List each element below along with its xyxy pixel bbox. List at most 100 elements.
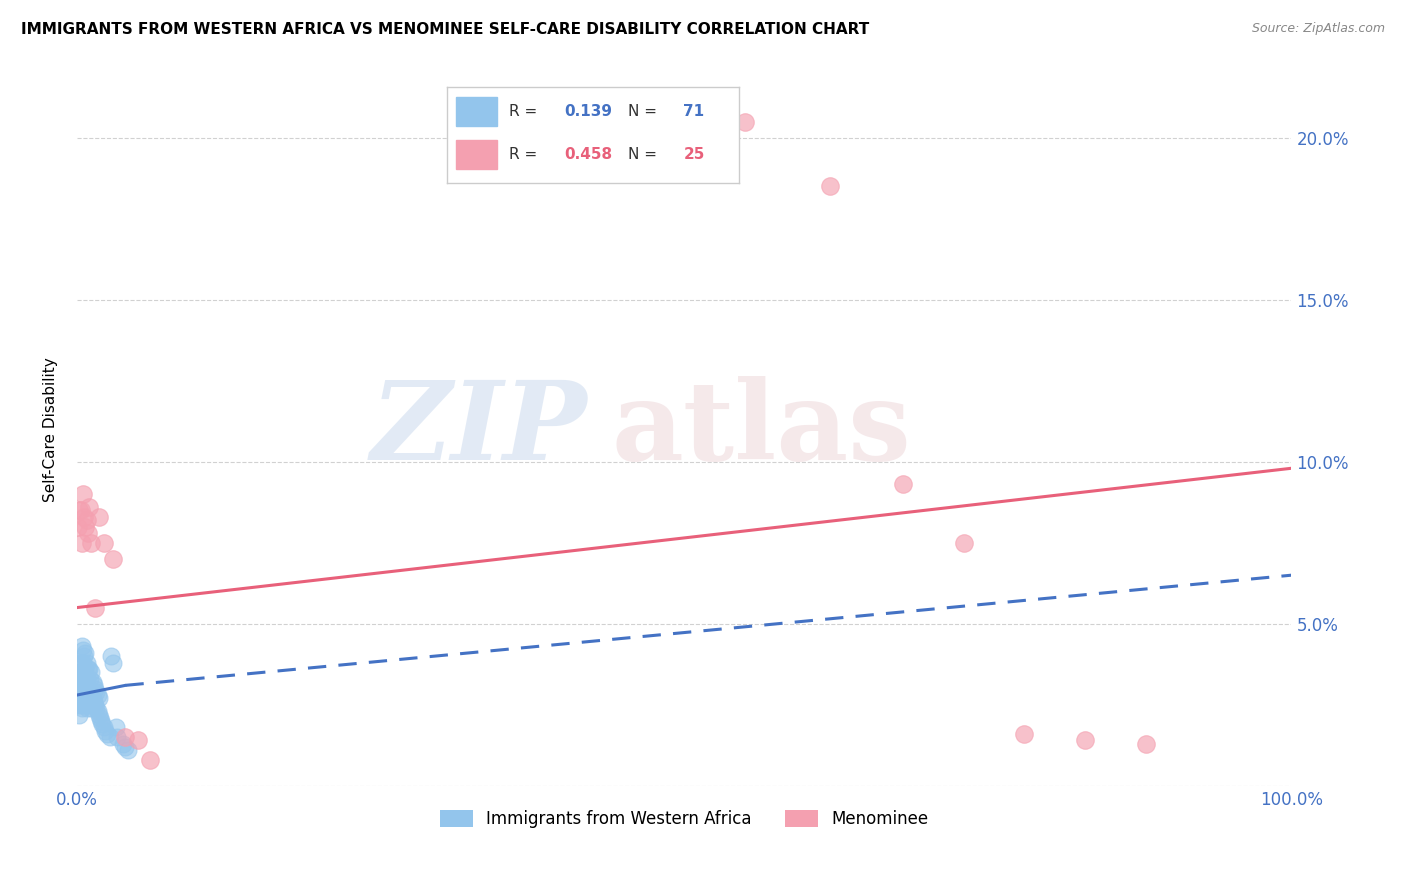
Point <box>103 552 125 566</box>
Point <box>72 656 94 670</box>
Point <box>70 656 93 670</box>
Point <box>84 685 107 699</box>
Point <box>90 714 112 728</box>
Point <box>69 698 91 712</box>
Point <box>70 640 93 654</box>
Point <box>79 672 101 686</box>
Point <box>76 672 98 686</box>
Point <box>83 678 105 692</box>
Point <box>87 707 110 722</box>
Point <box>70 672 93 686</box>
Point <box>734 114 756 128</box>
Point <box>77 698 100 712</box>
Point <box>75 694 97 708</box>
Point <box>84 600 107 615</box>
Point <box>76 526 98 541</box>
Point <box>76 701 98 715</box>
Point <box>103 656 125 670</box>
Point <box>76 688 98 702</box>
Point <box>69 503 91 517</box>
Point <box>83 694 105 708</box>
Point <box>77 500 100 515</box>
Point <box>91 717 114 731</box>
Point <box>82 675 104 690</box>
Point <box>70 536 93 550</box>
Point <box>73 509 96 524</box>
Point <box>72 487 94 501</box>
Point <box>67 503 90 517</box>
Text: IMMIGRANTS FROM WESTERN AFRICA VS MENOMINEE SELF-CARE DISABILITY CORRELATION CHA: IMMIGRANTS FROM WESTERN AFRICA VS MENOMI… <box>21 22 869 37</box>
Point <box>82 691 104 706</box>
Point <box>69 675 91 690</box>
Point <box>105 730 128 744</box>
Point <box>96 727 118 741</box>
Point <box>80 536 103 550</box>
Point <box>111 737 134 751</box>
Point <box>127 733 149 747</box>
Y-axis label: Self-Care Disability: Self-Care Disability <box>44 357 58 502</box>
Text: ZIP: ZIP <box>370 376 586 483</box>
Point <box>79 688 101 702</box>
Point <box>73 698 96 712</box>
Point <box>80 701 103 715</box>
Point <box>73 668 96 682</box>
Point <box>77 662 100 676</box>
Point <box>80 688 103 702</box>
Point <box>73 649 96 664</box>
Point <box>73 681 96 696</box>
Point <box>67 707 90 722</box>
Point <box>76 656 98 670</box>
Point <box>75 678 97 692</box>
Point <box>67 681 90 696</box>
Point <box>84 698 107 712</box>
Point <box>87 691 110 706</box>
Point <box>89 711 111 725</box>
Point <box>67 519 90 533</box>
Point <box>75 646 97 660</box>
Point <box>67 675 90 690</box>
Point <box>75 662 97 676</box>
Legend: Immigrants from Western Africa, Menominee: Immigrants from Western Africa, Menomine… <box>433 803 935 835</box>
Point <box>77 681 100 696</box>
Point <box>67 681 90 696</box>
Point <box>72 668 94 682</box>
Point <box>80 665 103 680</box>
Point <box>66 698 89 712</box>
Point <box>94 723 117 738</box>
Point <box>70 701 93 715</box>
Point <box>72 681 94 696</box>
Point <box>84 701 107 715</box>
Point <box>76 681 98 696</box>
Point <box>86 688 108 702</box>
Point <box>70 688 93 702</box>
Point <box>67 665 90 680</box>
Point <box>87 509 110 524</box>
Point <box>952 536 974 550</box>
Point <box>104 721 127 735</box>
Point <box>93 536 115 550</box>
Point <box>67 688 90 702</box>
Point <box>139 753 162 767</box>
Point <box>100 649 122 664</box>
Point <box>114 730 136 744</box>
Point <box>72 694 94 708</box>
Point <box>69 688 91 702</box>
Point <box>93 721 115 735</box>
Point <box>891 477 914 491</box>
Point <box>818 179 841 194</box>
Point <box>114 739 136 754</box>
Point <box>76 513 98 527</box>
Point <box>72 642 94 657</box>
Point <box>1135 737 1157 751</box>
Point <box>84 681 107 696</box>
Text: atlas: atlas <box>612 376 911 483</box>
Point <box>76 694 98 708</box>
Point <box>1012 727 1035 741</box>
Text: Source: ZipAtlas.com: Source: ZipAtlas.com <box>1251 22 1385 36</box>
Point <box>98 730 121 744</box>
Point <box>76 662 98 676</box>
Point <box>75 519 97 533</box>
Point <box>67 694 90 708</box>
Point <box>69 656 91 670</box>
Point <box>86 704 108 718</box>
